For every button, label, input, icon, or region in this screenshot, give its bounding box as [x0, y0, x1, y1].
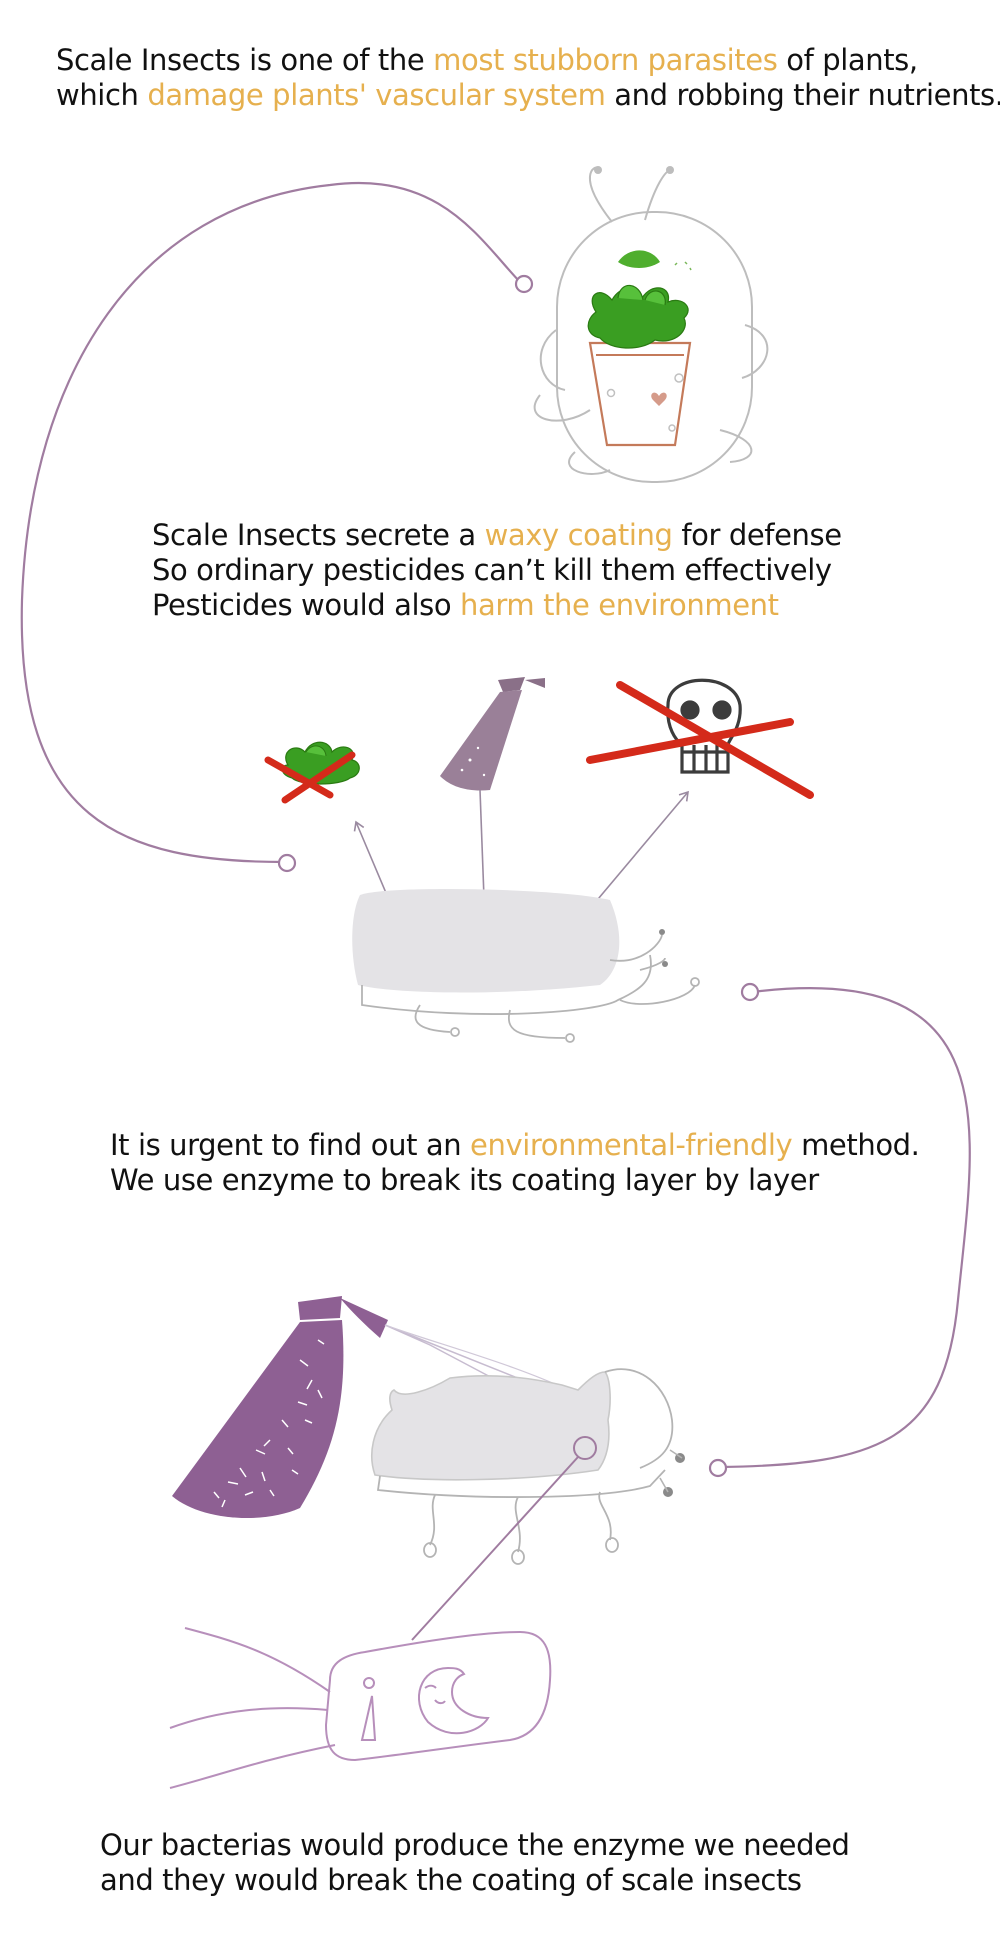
scale-insect-icon [352, 888, 700, 1043]
urgent-line-1-b: method. [792, 1128, 920, 1162]
waxy-line-1-a: Scale Insects secrete a [152, 518, 485, 552]
bacteria-line-2: and they would break the coating of scal… [100, 1863, 802, 1897]
zoom-circle [573, 1436, 597, 1460]
waxy-line-2: So ordinary pesticides can’t kill them e… [152, 553, 832, 587]
skull-icon [666, 678, 742, 774]
bacteria-text: Our bacterias would produce the enzyme w… [100, 1828, 850, 1898]
cross-icon [586, 681, 814, 799]
intro-text: Scale Insects is one of the most stubbor… [56, 43, 1000, 113]
urgent-line-1-highlight: environmental-friendly [470, 1128, 793, 1162]
waxy-coating-text: Scale Insects secrete a waxy coating for… [152, 518, 842, 623]
scale-insect-with-plant-icon [533, 166, 769, 483]
connector-node [708, 1458, 728, 1478]
scale-insect-icon [371, 1368, 685, 1641]
waxy-line-1-b: for defense [672, 518, 842, 552]
potted-plant-icon [587, 250, 692, 447]
zoom-line [411, 1456, 579, 1641]
crossed-plant-icon [264, 741, 360, 804]
spray-bottle-icon [440, 677, 545, 791]
waxy-line-3-highlight: harm the environment [460, 588, 779, 622]
intro-line-1-highlight: most stubborn parasites [433, 43, 778, 77]
spray-bottle-icon [172, 1296, 601, 1519]
intro-line-1-b: of plants, [777, 43, 918, 77]
connector-node [277, 853, 297, 873]
intro-line-2-b: and robbing their nutrients. [605, 78, 1000, 112]
cross-icon [264, 751, 356, 804]
connector-node [514, 274, 534, 294]
bacteria-line-1: Our bacterias would produce the enzyme w… [100, 1828, 850, 1862]
connector-node [740, 982, 760, 1002]
intro-line-1-a: Scale Insects is one of the [56, 43, 434, 77]
enzyme-method-text: It is urgent to find out an environmenta… [110, 1128, 920, 1198]
connector-line-right [719, 986, 971, 1469]
urgent-line-1-a: It is urgent to find out an [110, 1128, 471, 1162]
connector-line-left [20, 182, 521, 864]
intro-line-2-a: which [56, 78, 148, 112]
bacterium-icon [169, 1627, 552, 1789]
intro-line-2-highlight: damage plants' vascular system [147, 78, 606, 112]
waxy-line-3-a: Pesticides would also [152, 588, 461, 622]
urgent-line-2: We use enzyme to break its coating layer… [110, 1163, 819, 1197]
waxy-line-1-highlight: waxy coating [484, 518, 673, 552]
